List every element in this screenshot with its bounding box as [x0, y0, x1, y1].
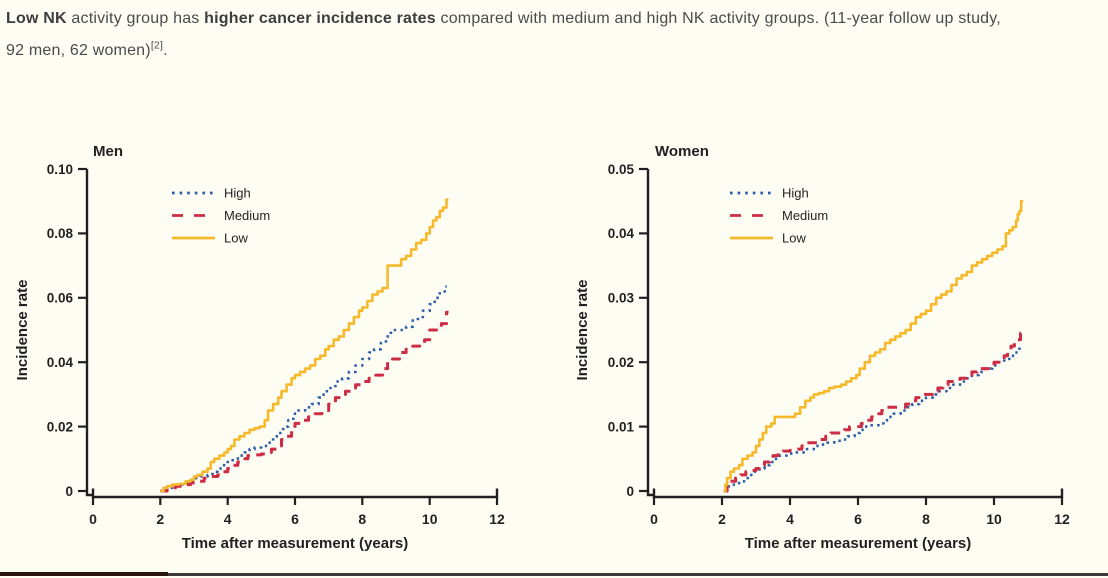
- series-medium-line: [160, 310, 449, 493]
- caption-text: .: [163, 41, 168, 59]
- y-tick-label: 0.05: [608, 162, 635, 177]
- x-tick-label: 10: [422, 511, 438, 527]
- legend-label-medium: Medium: [224, 208, 270, 223]
- x-axis: [652, 488, 1064, 499]
- x-tick-label: 10: [986, 511, 1002, 527]
- chart-men: 0 0.02 0.04 0.06 0.08 0.10 0 2 4 6 8 10 12 Men Time af…: [14, 143, 505, 552]
- y-axis-label: Incidence rate: [574, 280, 591, 381]
- x-tick-label: 6: [291, 511, 299, 527]
- x-tick-label: 4: [224, 511, 232, 527]
- y-tick-label: 0.08: [47, 226, 74, 241]
- y-tick-label: 0.02: [608, 355, 634, 370]
- chart-women: 0 0.01 0.02 0.03 0.04 0.05 0 2 4 6 8 10 12 Women Time …: [574, 143, 1070, 552]
- series-medium-line: [723, 331, 1023, 493]
- y-tick-label: 0: [626, 484, 634, 499]
- series-low-line: [723, 199, 1024, 493]
- y-tick-label: 0.04: [608, 226, 635, 241]
- y-axis: [646, 169, 654, 497]
- y-tick-label: 0.02: [47, 419, 73, 434]
- y-axis-label: Incidence rate: [14, 280, 31, 381]
- x-tick-label: 8: [922, 511, 930, 527]
- y-axis: [85, 169, 93, 497]
- y-tick-label: 0.10: [47, 162, 73, 177]
- caption-bold-higher-rates: higher cancer incidence rates: [204, 10, 436, 27]
- x-axis-label: Time after measurement (years): [745, 535, 972, 552]
- caption-text: 92 men, 62 women): [6, 41, 151, 59]
- x-tick-label: 2: [718, 511, 726, 527]
- x-tick-label: 2: [156, 511, 164, 527]
- legend-label-low: Low: [782, 231, 806, 246]
- caption-text: compared with medium and high NK activit…: [435, 10, 1001, 27]
- x-tick-label: 12: [489, 511, 505, 527]
- x-axis: [91, 488, 499, 499]
- y-tick-label: 0.06: [47, 291, 74, 306]
- y-tick-label: 0.01: [608, 419, 635, 434]
- x-tick-label: 12: [1054, 511, 1070, 527]
- chart-title: Men: [93, 143, 123, 160]
- series-low-line: [160, 198, 449, 493]
- bottom-divider: [0, 573, 1108, 576]
- y-tick-label: 0.04: [47, 355, 74, 370]
- bottom-divider-dark-segment: [0, 572, 168, 576]
- y-tick-label: 0: [65, 484, 73, 499]
- series-high-line: [725, 344, 1022, 493]
- caption-reference-superscript: [2]: [150, 39, 164, 52]
- legend-label-high: High: [224, 186, 251, 201]
- x-tick-label: 4: [786, 511, 794, 527]
- legend-label-medium: Medium: [782, 208, 828, 223]
- x-tick-label: 6: [854, 511, 862, 527]
- legend-label-low: Low: [224, 231, 248, 246]
- legend-label-high: High: [782, 186, 809, 201]
- caption-bold-low-nk: Low NK: [6, 10, 67, 27]
- x-tick-label: 0: [89, 511, 97, 527]
- chart-title: Women: [655, 143, 709, 160]
- caption-text: activity group has: [66, 10, 205, 27]
- series-high-line: [160, 285, 447, 493]
- figure-caption: Low NK activity group has higher cancer …: [6, 3, 1098, 66]
- y-tick-label: 0.03: [608, 291, 635, 306]
- x-tick-label: 8: [358, 511, 366, 527]
- x-axis-label: Time after measurement (years): [182, 535, 409, 552]
- x-tick-label: 0: [650, 511, 658, 527]
